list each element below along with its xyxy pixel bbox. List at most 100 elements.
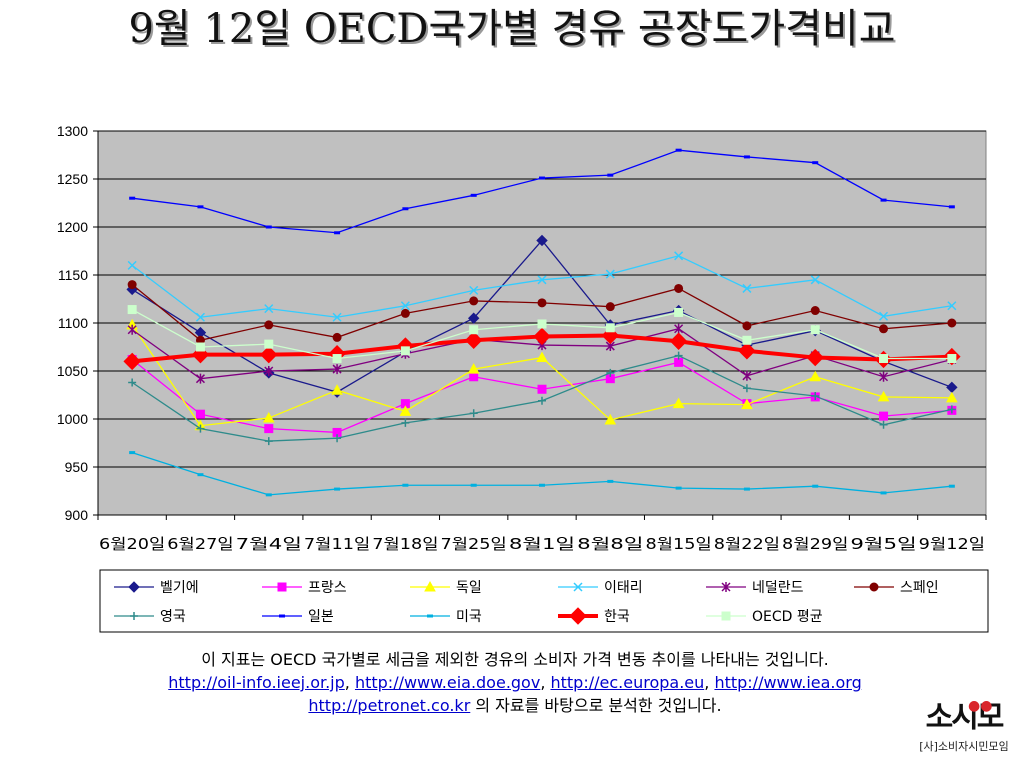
- legend-marker: [573, 582, 583, 592]
- data-point: [128, 378, 137, 387]
- data-point: [674, 323, 684, 334]
- source-link-petronet[interactable]: http://petronet.co.kr: [308, 696, 471, 715]
- x-tick-label: 9월5일: [850, 535, 916, 553]
- data-point: [674, 251, 684, 261]
- notes-closing-text: 의 자료를 바탕으로 분석한 것입니다.: [470, 696, 722, 715]
- data-point: [947, 301, 957, 311]
- x-tick-label: 8월29일: [782, 535, 848, 553]
- data-point: [195, 409, 205, 419]
- data-point: [605, 302, 615, 312]
- legend-label: 한국: [604, 609, 630, 625]
- legend-item: 독일: [410, 580, 482, 596]
- x-tick-label: 6월20일: [99, 535, 165, 553]
- data-point: [539, 483, 545, 487]
- source-link-ec[interactable]: http://ec.europa.eu: [550, 673, 705, 692]
- data-point: [812, 484, 819, 488]
- data-point: [402, 207, 409, 211]
- legend-label: 독일: [456, 580, 482, 596]
- data-point: [537, 384, 547, 394]
- data-point: [265, 225, 272, 229]
- source-link-eia[interactable]: http://www.eia.doe.gov: [354, 673, 541, 692]
- data-point: [536, 234, 548, 247]
- y-tick-label: 1150: [58, 267, 88, 283]
- source-link-iea[interactable]: http://www.iea.org: [714, 673, 862, 692]
- line-chart: 900 950 1000 1050 1100 1150 1200 1250 1300 6월20일 6…: [57, 123, 989, 633]
- series-2: [126, 318, 958, 431]
- data-point: [604, 413, 617, 425]
- legend-marker: [427, 614, 433, 618]
- x-tick-label: 7월25일: [441, 535, 507, 553]
- x-tick-label: 7월11일: [304, 535, 370, 553]
- x-tick-label: 7월18일: [372, 535, 438, 553]
- data-point: [675, 486, 682, 490]
- data-point: [738, 342, 756, 360]
- series-10: [127, 305, 957, 364]
- x-tick-label: 8월1일: [509, 535, 575, 553]
- data-point: [879, 411, 889, 421]
- legend-marker: [279, 614, 285, 618]
- data-point: [605, 323, 615, 333]
- data-point: [334, 231, 341, 235]
- legend-item: 이태리: [558, 580, 643, 596]
- data-point: [469, 409, 478, 418]
- data-point: [947, 318, 957, 328]
- data-point: [674, 351, 683, 360]
- data-point: [537, 319, 547, 329]
- legend-marker: [128, 581, 140, 593]
- source-notes: 이 지표는 OECD 국가별로 세금을 제외한 경유의 소비자 가격 변동 추이…: [90, 648, 940, 717]
- data-point: [947, 354, 957, 364]
- data-point: [806, 348, 824, 367]
- data-point: [743, 487, 750, 491]
- data-point: [742, 384, 751, 393]
- data-point: [741, 398, 753, 410]
- data-point: [400, 301, 410, 311]
- data-point: [264, 320, 274, 330]
- x-tick-label: 8월8일: [577, 535, 643, 553]
- data-point: [945, 391, 958, 403]
- data-point: [123, 352, 141, 371]
- data-point: [810, 306, 820, 316]
- data-point: [262, 412, 275, 423]
- data-point: [399, 405, 412, 416]
- legend-marker: [721, 611, 731, 621]
- logo-dots-icon: ●●: [968, 698, 993, 714]
- legend-label: 이태리: [604, 580, 643, 596]
- data-point: [260, 345, 278, 364]
- data-point: [742, 370, 752, 381]
- chart-title: 9월 12일 OECD국가별 경유 공장도가격비교: [128, 6, 896, 52]
- legend-item: 미국: [410, 609, 482, 625]
- data-point: [197, 205, 204, 209]
- data-point: [674, 307, 684, 317]
- legend-label: 벨기에: [160, 580, 199, 596]
- data-point: [265, 493, 272, 497]
- data-point: [810, 275, 820, 285]
- source-link-ieej[interactable]: http://oil-info.ieej.or.jp: [168, 673, 345, 692]
- data-point: [810, 325, 820, 335]
- legend-label: OECD 평균: [752, 609, 823, 625]
- data-point: [877, 390, 890, 402]
- data-point: [400, 346, 410, 356]
- page-title: 9월 12일 OECD국가별 경유 공장도가격비교: [0, 4, 1024, 96]
- data-point: [331, 384, 343, 395]
- notes-closing: http://petronet.co.kr 의 자료를 바탕으로 분석한 것입니…: [90, 694, 940, 717]
- data-point: [127, 324, 137, 335]
- x-tick-label: 8월22일: [714, 535, 780, 553]
- y-tick-label: 900: [65, 507, 89, 523]
- y-tick-label: 950: [65, 459, 89, 475]
- y-tick-label: 1100: [58, 315, 88, 331]
- data-point: [332, 364, 342, 375]
- data-point: [469, 372, 479, 382]
- data-point: [469, 325, 479, 335]
- data-point: [264, 437, 273, 446]
- data-point: [607, 173, 614, 177]
- data-point: [742, 335, 752, 345]
- x-tick-label: 7월4일: [236, 535, 302, 553]
- legend-marker: [721, 582, 731, 592]
- data-point: [537, 298, 547, 308]
- data-point: [536, 351, 548, 363]
- legend-item: 프랑스: [262, 580, 347, 596]
- data-point: [332, 354, 342, 364]
- data-point: [533, 327, 551, 346]
- data-point: [400, 308, 410, 318]
